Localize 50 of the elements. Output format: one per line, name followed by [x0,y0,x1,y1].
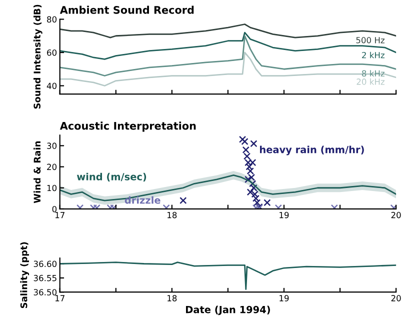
x-tick-label: 19 [280,295,289,302]
point [246,163,253,170]
point [246,167,254,175]
point [250,140,258,148]
series-label: wind (m/sec) [76,172,146,182]
point [252,194,260,202]
y-tick-label: 0 [52,206,57,212]
point [264,199,271,206]
chart-title: Ambient Sound Record [60,6,194,14]
x-tick-label: 18 [168,212,177,218]
x-tick-label: 17 [55,295,64,302]
x-tick-label: 17 [55,212,64,218]
line-series [60,32,396,60]
y-axis-title: Salinity (ppt) [20,242,30,308]
y-tick-label: 36.60 [34,260,57,268]
series-label: 2 kHz [362,52,384,58]
series-label: drizzle [124,196,160,204]
x-tick-label: 20 [391,295,401,302]
point [243,152,251,160]
series-label: 500 Hz [356,37,384,44]
y-tick-label: 60 [47,49,57,56]
y-axis-title: Wind & Rain [34,141,41,204]
point [250,184,258,192]
point [242,146,250,154]
x-tick-label: 18 [168,295,177,302]
chart-title: Acoustic Interpretation [60,122,196,132]
y-tick-label: 40 [46,82,57,90]
y-tick-label: 36.55 [34,274,56,282]
series-label: 20 kHz [356,78,384,85]
series-label: 8 kHz [362,70,384,77]
point [241,138,248,146]
y-axis-title: Sound Intensity (dB) [34,4,42,109]
line-series [60,35,396,76]
y-tick-label: 20 [47,164,57,170]
point [238,136,246,143]
y-tick-label: 10 [47,184,57,192]
line-series [60,52,396,86]
series-label: heavy rain (mm/hr) [260,146,364,156]
y-tick-label: 30 [47,142,57,149]
x-tick-label: 19 [280,212,289,218]
line-series [60,262,396,290]
point [244,176,252,184]
x-tick-label: 20 [391,212,401,218]
y-tick-label: 80 [47,16,57,23]
point [254,199,261,206]
x-axis-title: Date (Jan 1994) [186,306,270,316]
point [180,196,187,204]
point [248,174,256,181]
line-series [60,24,396,38]
y-tick-label: 36.50 [34,289,57,296]
